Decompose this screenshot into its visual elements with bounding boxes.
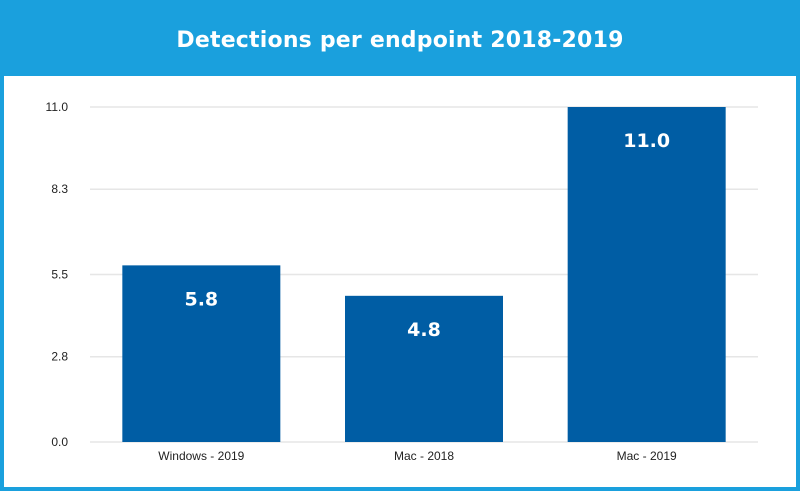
x-axis-labels: Windows - 2019 Mac - 2018 Mac - 2019 — [158, 449, 677, 463]
bar-data-label: 11.0 — [623, 130, 670, 152]
bar-data-label: 4.8 — [407, 319, 441, 341]
y-axis-ticks: 0.0 2.8 5.5 8.3 11.0 — [46, 100, 69, 449]
x-category-label: Windows - 2019 — [158, 449, 244, 463]
bar-data-label: 5.8 — [184, 288, 218, 310]
bar — [345, 295, 503, 442]
y-tick-label: 11.0 — [46, 100, 69, 114]
bar — [567, 107, 726, 442]
y-tick-label: 0.0 — [51, 435, 68, 449]
bar-chart: 0.0 2.8 5.5 8.3 11.0 5.8 4.8 11.0 Windows - 20… — [46, 100, 758, 463]
y-tick-label: 8.3 — [51, 182, 68, 196]
x-category-label: Mac - 2019 — [617, 449, 677, 463]
chart-header: Detections per endpoint 2018-2019 — [4, 4, 796, 76]
y-tick-label: 5.5 — [51, 268, 68, 282]
chart-title: Detections per endpoint 2018-2019 — [176, 27, 624, 53]
y-tick-label: 2.8 — [51, 350, 68, 364]
bars: 5.8 4.8 11.0 — [122, 107, 726, 442]
bar — [122, 265, 281, 442]
x-category-label: Mac - 2018 — [394, 449, 454, 463]
